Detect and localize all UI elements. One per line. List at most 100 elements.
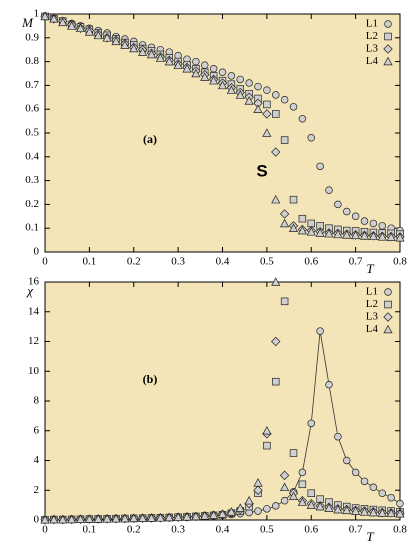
data-point <box>288 223 299 232</box>
y-tick-label: 0.9 <box>25 31 39 43</box>
data-point <box>201 61 209 69</box>
data-point <box>386 232 396 241</box>
legend-marker <box>384 288 392 296</box>
y-tick-label: 0 <box>34 246 40 258</box>
y-tick-label: 0.4 <box>25 150 39 162</box>
data-point <box>244 495 254 505</box>
data-point <box>102 514 112 523</box>
data-point <box>386 508 396 518</box>
data-point <box>377 232 387 241</box>
data-point <box>262 426 272 435</box>
data-point <box>200 72 210 81</box>
y-tick-label: 8 <box>34 395 40 407</box>
plot-frame <box>44 281 401 521</box>
legend-label: L4 <box>366 323 379 335</box>
y-tick-label: 0.6 <box>25 103 39 115</box>
x-tick-label: 0 <box>42 256 48 268</box>
x-axis-label: T <box>366 261 374 276</box>
data-point <box>395 232 405 242</box>
y-tick-label: 0.3 <box>25 174 39 186</box>
y-tick-label: 0.5 <box>25 127 39 139</box>
legend-label: L2 <box>366 30 378 42</box>
data-point <box>280 482 290 492</box>
data-point <box>75 23 86 33</box>
y-axis-label: M <box>21 15 34 30</box>
data-point <box>244 96 254 105</box>
x-tick-label: 0.2 <box>127 256 141 268</box>
data-point <box>253 478 263 487</box>
data-point <box>351 212 360 221</box>
data-point <box>245 79 253 87</box>
data-point <box>360 217 369 225</box>
data-point <box>226 507 236 516</box>
data-point <box>209 75 219 85</box>
data-point <box>164 512 174 522</box>
legend-marker <box>383 56 393 66</box>
plot-background <box>45 14 400 252</box>
data-point <box>84 514 94 523</box>
x-tick-label: 0.5 <box>260 256 274 268</box>
data-point <box>368 231 378 241</box>
data-point <box>306 227 316 236</box>
data-point <box>279 470 290 481</box>
data-point <box>272 377 280 386</box>
data-point <box>334 432 342 441</box>
data-point <box>272 91 280 99</box>
data-point <box>306 500 316 509</box>
data-point <box>192 57 200 66</box>
data-point <box>396 499 404 508</box>
data-point <box>67 21 77 30</box>
data-point <box>40 514 50 524</box>
data-point <box>298 480 307 489</box>
legend-marker <box>383 324 393 334</box>
data-point <box>217 509 228 518</box>
legend-label: L3 <box>366 311 379 323</box>
y-tick-label: 0.1 <box>25 222 39 234</box>
data-point <box>297 497 307 506</box>
data-point <box>235 503 245 512</box>
data-point <box>333 229 343 239</box>
data-point <box>227 72 236 80</box>
data-point <box>49 514 59 524</box>
data-point <box>236 75 245 84</box>
legend-marker <box>383 44 393 54</box>
data-point <box>271 336 281 347</box>
legend-label: L1 <box>366 18 378 30</box>
x-tick-label: 0.3 <box>171 524 185 536</box>
data-point <box>307 419 316 428</box>
data-point <box>209 510 219 519</box>
data-point <box>263 100 271 109</box>
data-point <box>217 80 228 90</box>
y-tick-label: 2 <box>34 484 40 496</box>
y-tick-label: 4 <box>34 454 40 466</box>
data-point <box>378 222 387 230</box>
data-point <box>263 505 271 513</box>
y-tick-label: 14 <box>28 305 40 317</box>
data-point <box>191 68 201 78</box>
data-point <box>351 230 361 240</box>
data-point <box>173 512 183 521</box>
data-point <box>49 14 59 23</box>
legend-marker <box>384 32 392 41</box>
data-point <box>262 128 272 137</box>
data-point <box>271 194 281 204</box>
data-point <box>280 95 289 104</box>
legend-label: L4 <box>366 55 379 67</box>
data-point <box>316 327 324 335</box>
y-tick-label: 1 <box>34 8 40 20</box>
data-point <box>262 109 272 119</box>
data-point <box>280 297 289 306</box>
data-point <box>200 511 210 520</box>
data-point <box>67 514 77 524</box>
y-tick-label: 12 <box>28 335 39 347</box>
plot-background <box>45 282 400 520</box>
legend-label: L2 <box>366 298 378 310</box>
x-tick-label: 0.4 <box>216 256 230 268</box>
data-point <box>58 514 68 524</box>
data-point <box>146 49 157 59</box>
data-point <box>324 503 334 512</box>
x-tick-label: 0.1 <box>83 256 97 268</box>
data-point <box>111 513 121 523</box>
data-point <box>58 17 68 27</box>
data-point <box>93 30 103 40</box>
